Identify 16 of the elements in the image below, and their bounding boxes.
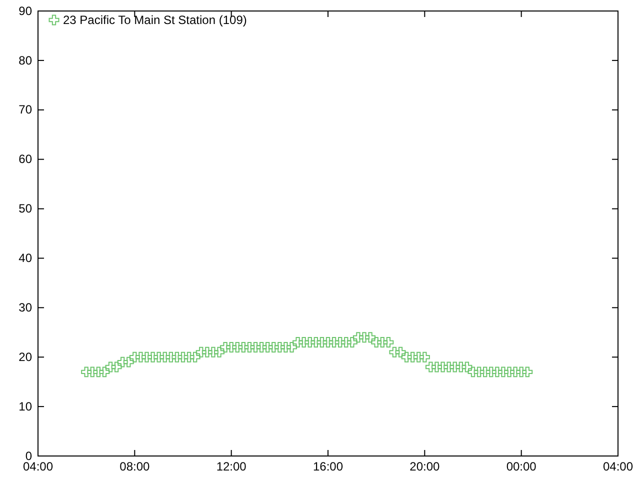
x-tick-label: 16:00 xyxy=(312,460,344,474)
x-tick-label: 00:00 xyxy=(506,460,537,474)
x-tick-label: 12:00 xyxy=(216,460,247,474)
y-tick-label: 10 xyxy=(18,399,32,414)
y-tick-label: 90 xyxy=(18,4,32,18)
y-tick-label: 30 xyxy=(18,300,32,315)
x-tick-label: 20:00 xyxy=(410,460,440,474)
y-tick-label: 80 xyxy=(18,53,32,68)
y-tick-label: 60 xyxy=(18,152,32,166)
x-tick-label: 04:00 xyxy=(602,460,634,474)
y-tick-label: 70 xyxy=(18,102,32,117)
y-tick-label: 50 xyxy=(18,202,32,216)
legend-label: 23 Pacific To Main St Station (109) xyxy=(63,13,247,27)
y-tick-label: 20 xyxy=(18,350,32,364)
x-tick-label: 08:00 xyxy=(120,460,150,474)
y-tick-label: 40 xyxy=(18,251,32,266)
